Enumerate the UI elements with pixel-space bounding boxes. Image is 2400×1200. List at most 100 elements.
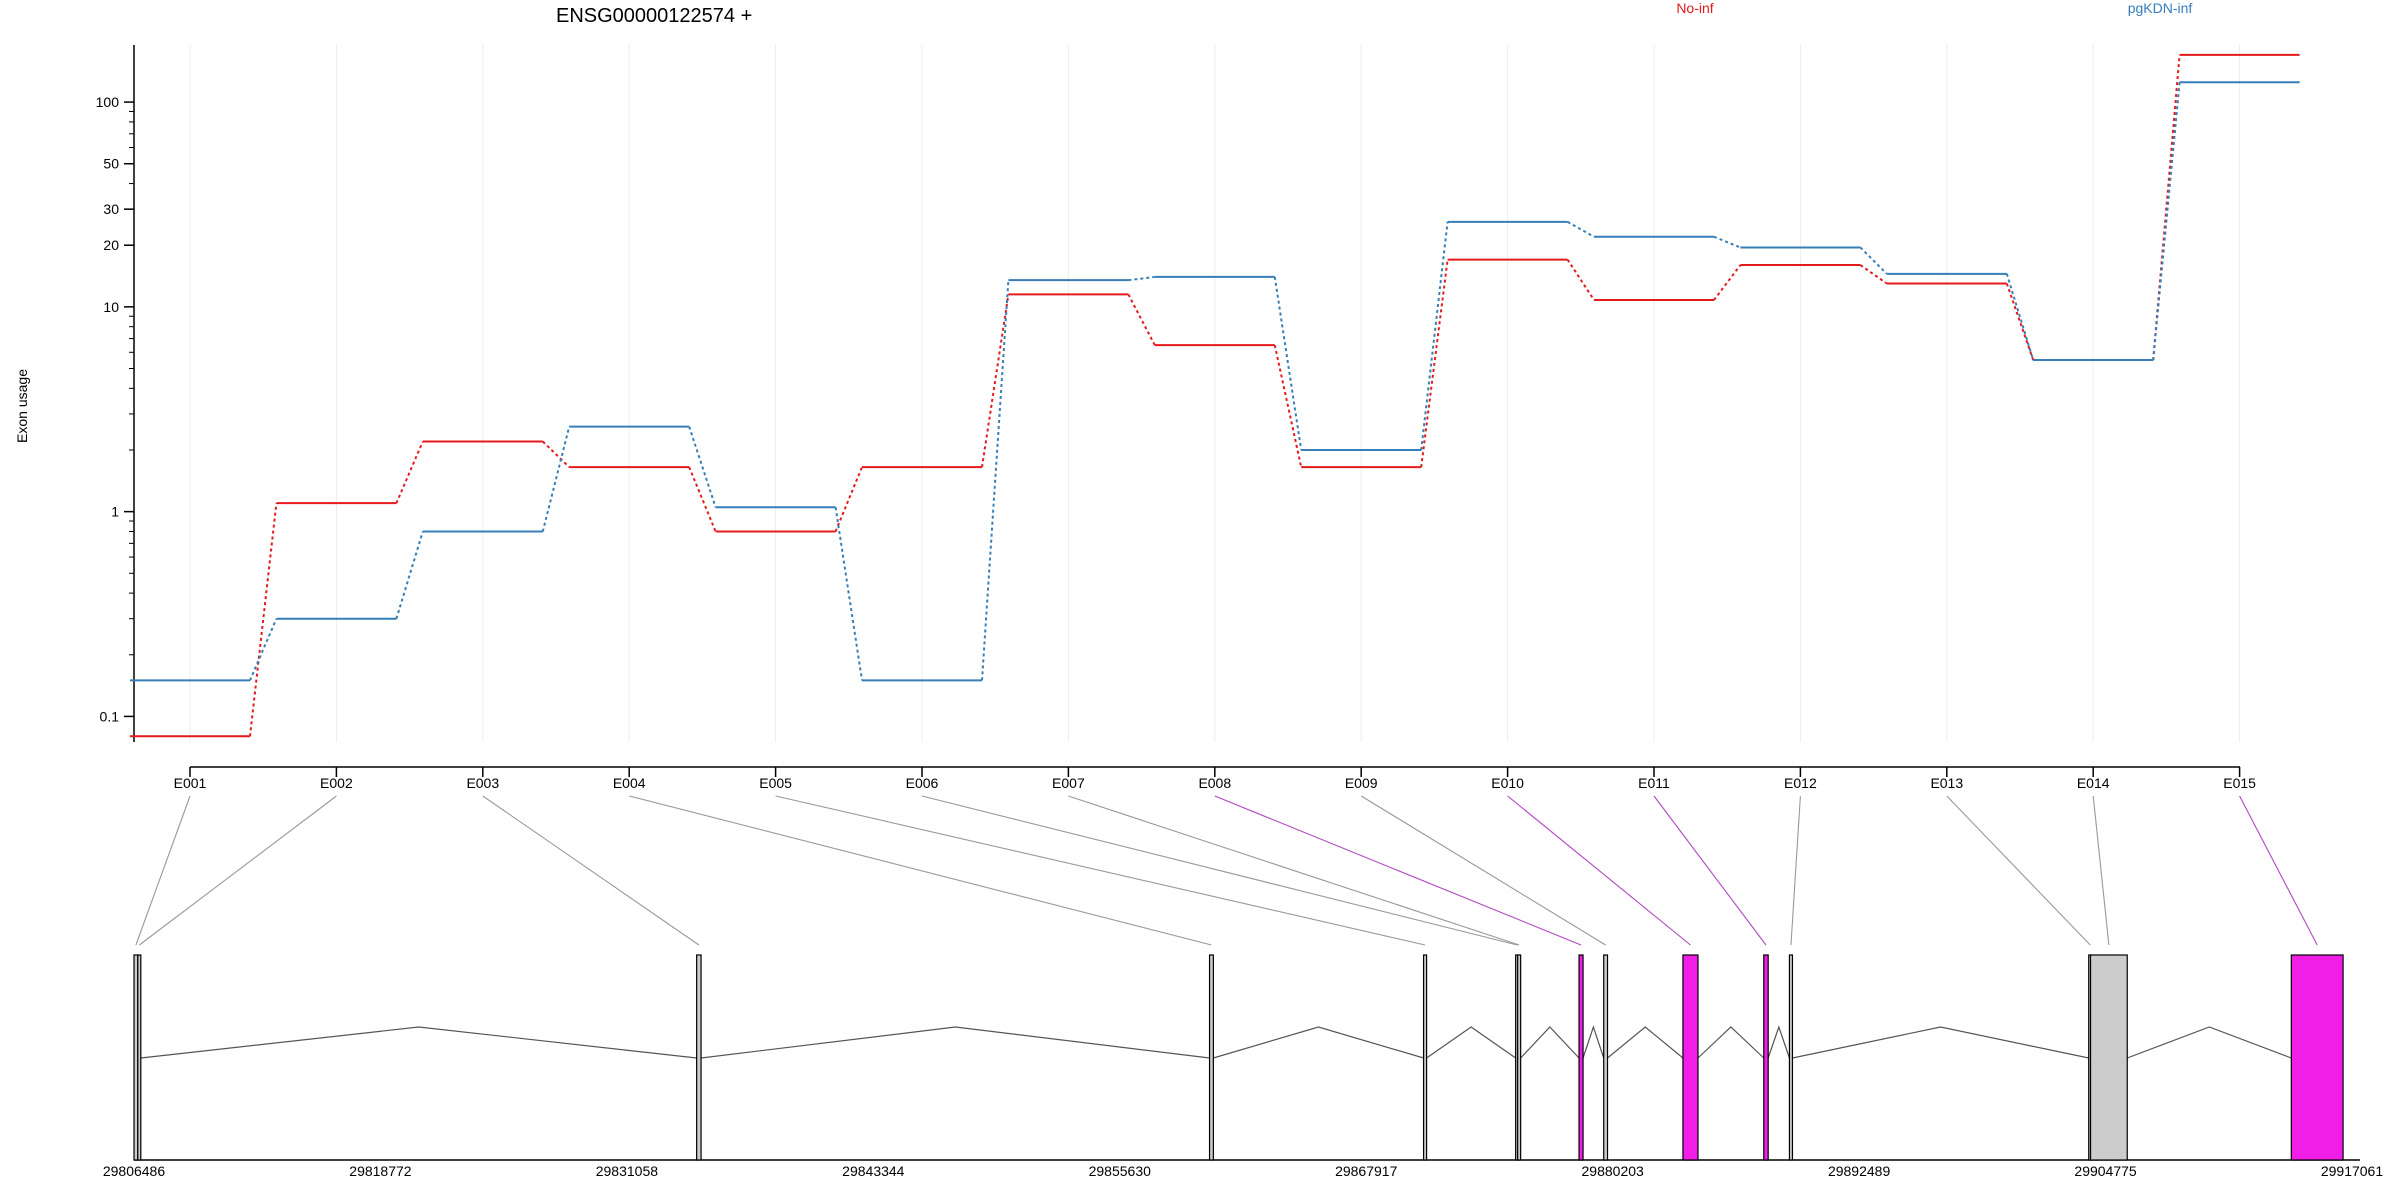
exon-connectors — [135, 795, 2318, 946]
exon-E015 — [2290, 954, 2344, 1161]
intron-line — [1792, 1026, 2089, 1059]
x-tick-label: E005 — [759, 775, 792, 791]
exon-connector — [2092, 795, 2110, 946]
y-axis-label: Exon usage — [14, 369, 30, 443]
exon-E002 — [137, 954, 142, 1161]
legend: No-inf pgKDN-inf — [1676, 0, 2192, 16]
series-connector — [981, 294, 1010, 468]
x-tick-label: E009 — [1345, 775, 1378, 791]
series-connector — [1713, 264, 1742, 301]
series-connector — [1859, 264, 1888, 285]
intron-line — [1697, 1026, 1765, 1059]
y-tick-label: 100 — [96, 94, 120, 110]
x-tick-label: E015 — [2223, 775, 2256, 791]
series-connector — [1567, 221, 1595, 238]
series-connector — [249, 503, 278, 737]
series-connector — [1566, 259, 1595, 301]
coordinate-label: 29892489 — [1828, 1163, 1891, 1179]
exon-connector — [482, 795, 700, 946]
intron-line — [700, 1026, 1210, 1059]
series-connector — [1128, 275, 1155, 282]
x-tick-label: E008 — [1198, 775, 1231, 791]
intron-line — [1426, 1026, 1516, 1059]
series-connector — [834, 466, 863, 532]
x-tick-label: E002 — [320, 775, 353, 791]
x-tick-label: E011 — [1638, 775, 1670, 791]
exon-connector — [1946, 795, 2091, 946]
series-connector — [2152, 54, 2181, 361]
exon-E012 — [1788, 954, 1794, 1161]
y-tick-label: 30 — [103, 201, 119, 217]
exon-connector — [1507, 795, 1691, 946]
series-connector — [2005, 283, 2035, 361]
series-connector — [249, 618, 278, 681]
exon-E011 — [1763, 954, 1769, 1161]
series-connector — [1273, 344, 1303, 468]
x-tick-label: E007 — [1052, 775, 1085, 791]
exon-connector — [921, 795, 1518, 946]
intron-line — [1213, 1026, 1424, 1059]
x-tick-label: E010 — [1491, 775, 1524, 791]
x-tick-label: E014 — [2077, 775, 2110, 791]
series-lines — [130, 53, 2300, 738]
x-tick-label: E013 — [1930, 775, 1963, 791]
series-connector — [834, 507, 863, 681]
coordinate-label: 29867917 — [1335, 1163, 1398, 1179]
genomic-coordinates: 29806486 29818772 29831058 29843344 29855630… — [103, 1163, 2384, 1179]
series-connector — [1273, 276, 1303, 451]
coordinate-label: 29843344 — [842, 1163, 905, 1179]
coordinate-label: 29917061 — [2321, 1163, 2384, 1179]
exon-connector — [1068, 795, 1520, 946]
exon-E014 — [2089, 954, 2128, 1161]
series-connector — [1713, 235, 1741, 249]
intron-line — [140, 1026, 697, 1059]
series-connector — [981, 280, 1010, 681]
series-connector — [395, 441, 424, 504]
x-ticks: E001 E002 E003 E004 E005 E006 E007 E008 E009 E010… — [174, 767, 2256, 791]
series-connector — [395, 531, 424, 620]
legend-entry: No-inf — [1676, 0, 1713, 16]
series-connector — [1859, 246, 1888, 275]
x-tick-label: E006 — [906, 775, 939, 791]
intron-line — [1767, 1025, 1791, 1059]
coordinate-label: 29904775 — [2074, 1163, 2137, 1179]
gene-model — [133, 954, 2360, 1161]
exon-E009 — [1603, 954, 1609, 1161]
exon-connector — [1360, 795, 1606, 946]
exon-E004 — [1208, 954, 1214, 1161]
exon-connector — [1653, 795, 1767, 946]
series-connector — [541, 426, 571, 532]
series-connector — [542, 440, 570, 468]
exon-connector — [1790, 795, 1801, 946]
coordinate-label: 29806486 — [103, 1163, 166, 1179]
x-tick-label: E012 — [1784, 775, 1817, 791]
series-connector — [688, 426, 717, 508]
intron-line — [1582, 1025, 1605, 1059]
exon-E003 — [696, 954, 702, 1161]
y-tick-label: 50 — [103, 156, 119, 172]
series-connector — [1420, 221, 1449, 451]
chart-title: ENSG00000122574 + — [556, 5, 752, 27]
legend-entry: pgKDN-inf — [2128, 0, 2193, 16]
y-ticks: 0.1 1 10 20 30 50 100 — [96, 94, 134, 724]
exon-E008 — [1578, 954, 1584, 1161]
exon-connector — [775, 795, 1426, 946]
x-tick-label: E003 — [466, 775, 499, 791]
series-connector — [2152, 82, 2181, 361]
coordinate-label: 29855630 — [1089, 1163, 1152, 1179]
series-connector — [1420, 259, 1449, 468]
series-pgKDN-inf — [130, 81, 2300, 682]
exon-connector — [138, 795, 337, 946]
exon-connector — [629, 795, 1212, 946]
exon-connector — [2239, 795, 2318, 946]
y-tick-label: 0.1 — [100, 708, 120, 724]
coordinate-label: 29831058 — [596, 1163, 659, 1179]
series-No-inf — [130, 53, 2300, 738]
exon-E005 — [1422, 954, 1428, 1161]
exon-connector — [1214, 795, 1582, 946]
axes — [133, 45, 2240, 768]
series-connector — [1127, 293, 1156, 346]
intron-line — [2127, 1026, 2292, 1059]
x-tick-label: E004 — [613, 775, 646, 791]
